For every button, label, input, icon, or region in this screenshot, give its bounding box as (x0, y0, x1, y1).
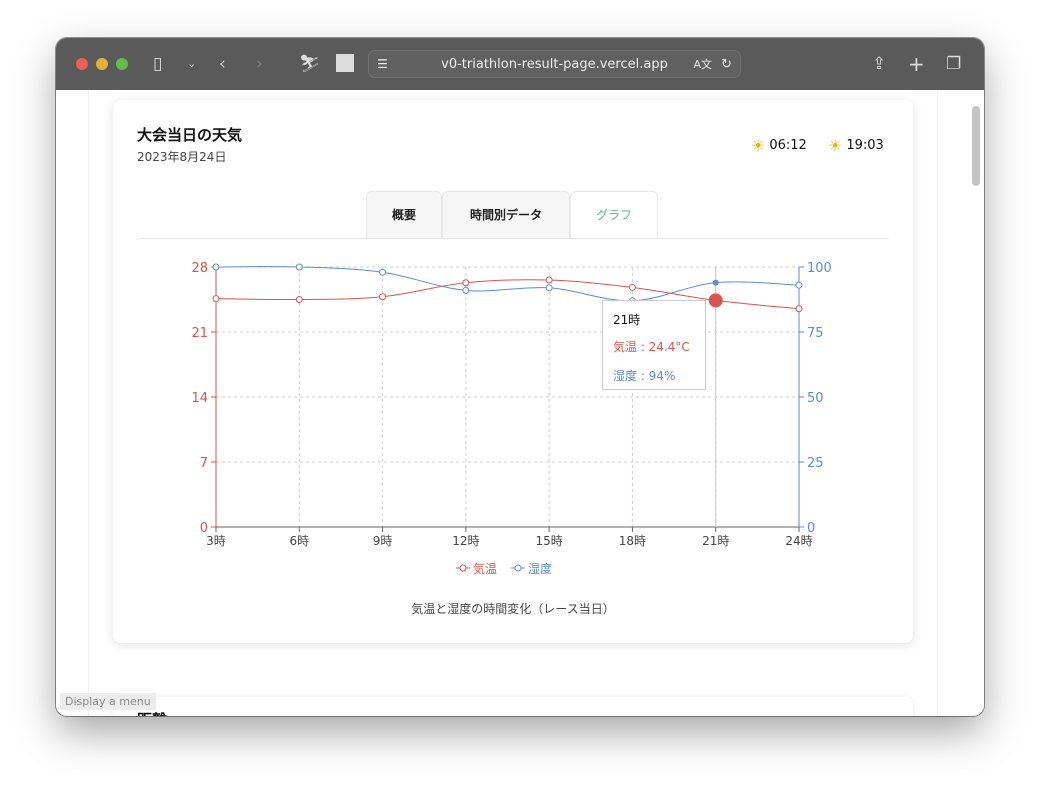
tab-bar: 概要 時間別データ グラフ (366, 191, 658, 239)
page-menu-icon[interactable]: ☰ (377, 57, 388, 71)
weather-card: 大会当日の天気 2023年8月24日 ☀ 06:12 ☀ 19:03 概要 時間別デ… (113, 100, 913, 643)
translate-icon[interactable]: A文 (693, 58, 712, 71)
right-tick-label: 75 (807, 326, 824, 341)
x-tick-label: 24時 (785, 534, 812, 548)
sunrise-time: 06:12 (769, 138, 807, 153)
tooltip-title: 21時 (613, 313, 641, 327)
sidebar-icon[interactable]: ▯ (153, 54, 163, 74)
data-point (462, 286, 470, 294)
scrollbar[interactable] (972, 106, 980, 186)
weather-title: 大会当日の天気 (137, 126, 243, 144)
page-column (88, 90, 938, 716)
right-tick-label: 100 (807, 261, 832, 276)
legend-label: 気温 (473, 561, 497, 576)
left-tick-label: 0 (200, 521, 208, 536)
left-tick-label: 14 (191, 391, 208, 406)
extension-icon-2[interactable] (336, 54, 354, 72)
x-tick-label: 6時 (289, 534, 309, 548)
share-icon[interactable]: ⇪ (872, 54, 887, 74)
x-tick-label: 21時 (702, 534, 729, 548)
x-tick-label: 3時 (206, 534, 226, 548)
sunset-time: 19:03 (846, 138, 884, 153)
x-tick-label: 12時 (452, 534, 479, 548)
distance-title: 距離 (137, 709, 167, 716)
new-tab-icon[interactable]: + (908, 52, 925, 76)
forward-icon[interactable]: › (256, 54, 263, 74)
right-tick-label: 0 (807, 521, 815, 536)
tab-graph[interactable]: グラフ (570, 191, 658, 239)
browser-window: ▯ ⌄ ‹ › ⛷ ☰ v0-triathlon-result-page.ver… (56, 38, 984, 716)
x-tick-label: 9時 (373, 534, 393, 548)
data-point (212, 295, 220, 303)
data-point (379, 268, 387, 276)
close-button[interactable] (76, 58, 88, 70)
series-line-temperature (215, 279, 800, 310)
data-point (212, 263, 220, 271)
tab-divider (137, 238, 889, 239)
sunrise-icon: ☀ (751, 136, 766, 155)
data-point (295, 263, 303, 271)
left-tick-label: 28 (191, 261, 208, 276)
tab-overview[interactable]: 概要 (366, 191, 442, 239)
data-point (545, 284, 553, 292)
sunrise: ☀ 06:12 (751, 136, 807, 155)
data-point (379, 293, 387, 301)
back-icon[interactable]: ‹ (219, 54, 226, 74)
chevron-down-icon[interactable]: ⌄ (187, 57, 197, 70)
x-tick-label: 15時 (536, 534, 563, 548)
right-tick-label: 25 (807, 456, 824, 471)
tab-hourly[interactable]: 時間別データ (442, 191, 570, 239)
toolbar: ▯ ⌄ ‹ › ⛷ ☰ v0-triathlon-result-page.ver… (56, 38, 984, 90)
right-tick-label: 50 (807, 391, 824, 406)
data-point (462, 279, 470, 287)
legend-marker (514, 564, 522, 572)
menu-tooltip: Display a menu (60, 693, 156, 710)
left-tick-label: 21 (191, 326, 208, 341)
distance-card: 距離 (113, 697, 913, 716)
url-text: v0-triathlon-result-page.vercel.app (441, 57, 668, 72)
legend-marker (459, 564, 467, 572)
page-content: 大会当日の天気 2023年8月24日 ☀ 06:12 ☀ 19:03 概要 時間別デ… (56, 90, 984, 716)
sunset-icon: ☀ (828, 136, 843, 155)
chart-caption: 気温と湿度の時間変化（レース当日） (411, 601, 614, 616)
data-point (795, 281, 803, 289)
legend-label: 湿度 (528, 561, 552, 576)
data-point (295, 296, 303, 303)
data-point (628, 283, 636, 291)
tooltip-temp: 気温 : 24.4°C (613, 340, 690, 354)
x-tick-label: 18時 (619, 534, 646, 548)
sunset: ☀ 19:03 (828, 136, 884, 155)
series-line-humidity (215, 266, 800, 302)
minimize-button[interactable] (96, 58, 108, 70)
address-bar[interactable]: ☰ v0-triathlon-result-page.vercel.app A文… (368, 50, 741, 78)
weather-date: 2023年8月24日 (137, 150, 227, 164)
active-point (708, 293, 723, 308)
tooltip-humidity: 湿度 : 94% (613, 369, 676, 383)
zoom-button[interactable] (116, 58, 128, 70)
tabs-overview-icon[interactable]: ❐ (946, 54, 962, 74)
left-tick-label: 7 (200, 456, 208, 471)
data-point (545, 276, 553, 284)
chart-tooltip: 21時 気温 : 24.4°C 湿度 : 94% (602, 300, 706, 390)
active-point (712, 279, 719, 286)
reload-icon[interactable]: ↻ (721, 57, 732, 72)
extension-icon[interactable]: ⛷ (299, 54, 321, 74)
data-point (795, 305, 803, 313)
